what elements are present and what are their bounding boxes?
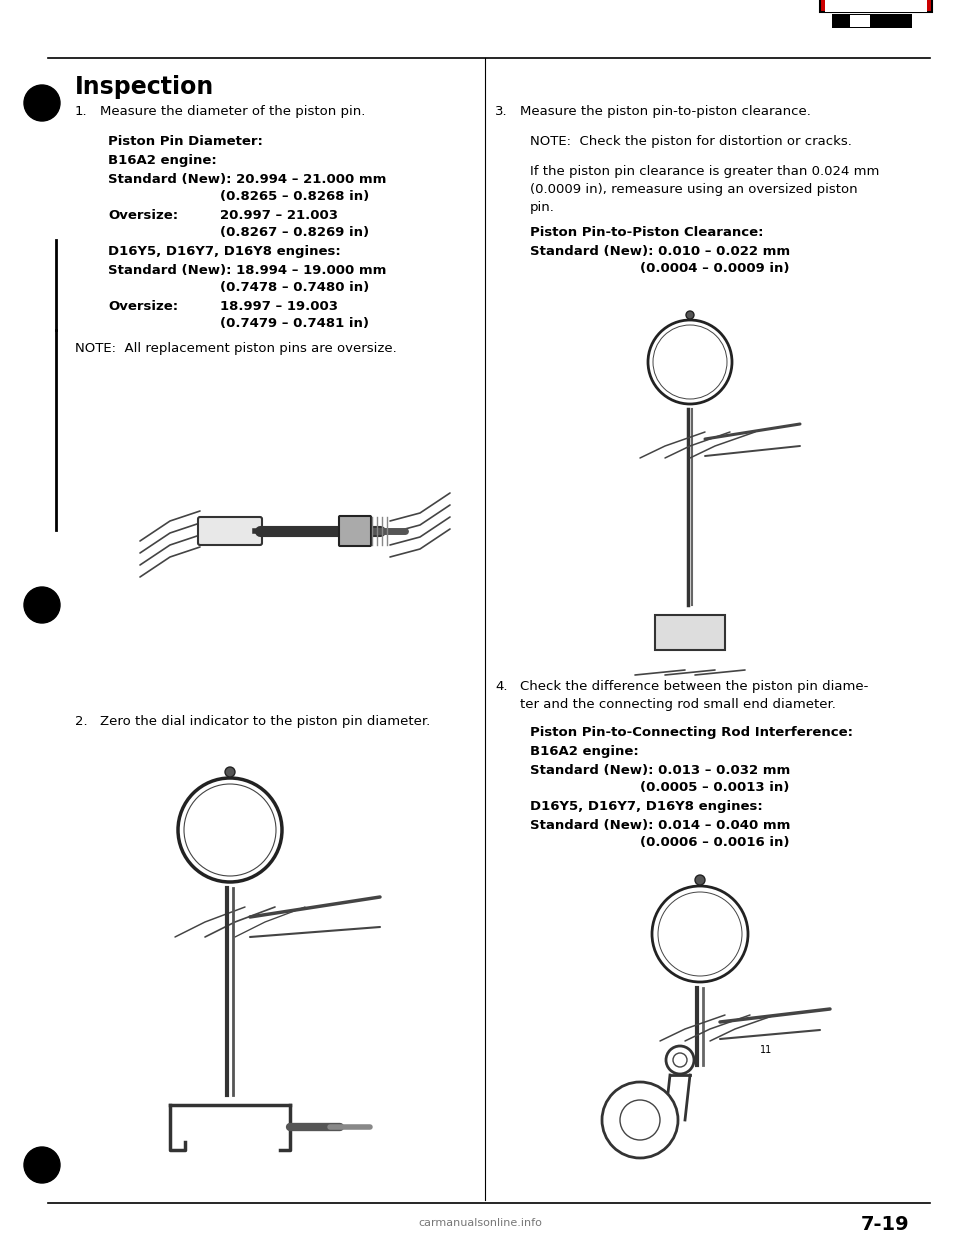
Text: Piston Pin-to-Connecting Rod Interference:: Piston Pin-to-Connecting Rod Interferenc… — [530, 727, 853, 739]
Circle shape — [851, 2, 859, 11]
Text: B16A2 engine:: B16A2 engine: — [108, 154, 217, 166]
Circle shape — [24, 587, 60, 623]
Circle shape — [868, 2, 876, 11]
Text: carmanualsonline.info: carmanualsonline.info — [418, 1218, 542, 1228]
Text: Oversize:: Oversize: — [108, 209, 179, 222]
Text: 4.: 4. — [495, 681, 508, 693]
Circle shape — [902, 2, 910, 11]
Text: (0.8267 – 0.8269 in): (0.8267 – 0.8269 in) — [220, 226, 370, 238]
Text: 7-19: 7-19 — [861, 1215, 909, 1235]
FancyBboxPatch shape — [832, 14, 912, 29]
Text: Zero the dial indicator to the piston pin diameter.: Zero the dial indicator to the piston pi… — [100, 715, 430, 728]
Text: Check the difference between the piston pin diame-: Check the difference between the piston … — [520, 681, 869, 693]
Text: (0.8265 – 0.8268 in): (0.8265 – 0.8268 in) — [220, 190, 370, 202]
Text: 18.997 – 19.003: 18.997 – 19.003 — [220, 301, 338, 313]
Circle shape — [653, 325, 727, 399]
Text: Piston Pin-to-Piston Clearance:: Piston Pin-to-Piston Clearance: — [530, 226, 763, 238]
Circle shape — [24, 1148, 60, 1182]
Text: Inspection: Inspection — [75, 75, 214, 99]
Circle shape — [620, 1100, 660, 1140]
Circle shape — [178, 777, 282, 882]
Text: Standard (New): 20.994 – 21.000 mm: Standard (New): 20.994 – 21.000 mm — [108, 173, 386, 186]
Text: 1.: 1. — [75, 106, 87, 118]
Circle shape — [666, 1046, 694, 1074]
Text: 11: 11 — [760, 1045, 772, 1054]
FancyBboxPatch shape — [198, 517, 262, 545]
Text: Oversize:: Oversize: — [108, 301, 179, 313]
Text: Measure the piston pin-to-piston clearance.: Measure the piston pin-to-piston clearan… — [520, 106, 811, 118]
Text: 2.: 2. — [75, 715, 87, 728]
Text: Standard (New): 18.994 – 19.000 mm: Standard (New): 18.994 – 19.000 mm — [108, 265, 386, 277]
FancyBboxPatch shape — [825, 0, 927, 12]
FancyBboxPatch shape — [339, 515, 371, 546]
FancyBboxPatch shape — [850, 15, 870, 27]
Text: (0.0005 – 0.0013 in): (0.0005 – 0.0013 in) — [640, 781, 789, 794]
Text: (0.0009 in), remeasure using an oversized piston: (0.0009 in), remeasure using an oversize… — [530, 183, 857, 196]
Circle shape — [834, 2, 842, 11]
Circle shape — [885, 2, 893, 11]
Circle shape — [686, 310, 694, 319]
Circle shape — [602, 1082, 678, 1158]
Circle shape — [652, 886, 748, 982]
FancyBboxPatch shape — [820, 0, 932, 12]
Text: pin.: pin. — [530, 201, 555, 214]
Text: ter and the connecting rod small end diameter.: ter and the connecting rod small end dia… — [520, 698, 836, 710]
Text: (0.0004 – 0.0009 in): (0.0004 – 0.0009 in) — [640, 262, 789, 274]
Text: B16A2 engine:: B16A2 engine: — [530, 745, 638, 758]
Text: Standard (New): 0.010 – 0.022 mm: Standard (New): 0.010 – 0.022 mm — [530, 245, 790, 258]
Text: 20.997 – 21.003: 20.997 – 21.003 — [220, 209, 338, 222]
Circle shape — [658, 892, 742, 976]
Text: (0.7478 – 0.7480 in): (0.7478 – 0.7480 in) — [220, 281, 370, 294]
Text: D16Y5, D16Y7, D16Y8 engines:: D16Y5, D16Y7, D16Y8 engines: — [530, 800, 763, 814]
Text: Standard (New): 0.014 – 0.040 mm: Standard (New): 0.014 – 0.040 mm — [530, 818, 790, 832]
Text: 3.: 3. — [495, 106, 508, 118]
Text: NOTE:  Check the piston for distortion or cracks.: NOTE: Check the piston for distortion or… — [530, 135, 852, 148]
Text: Measure the diameter of the piston pin.: Measure the diameter of the piston pin. — [100, 106, 366, 118]
Circle shape — [184, 784, 276, 876]
Text: If the piston pin clearance is greater than 0.024 mm: If the piston pin clearance is greater t… — [530, 165, 879, 178]
Text: D16Y5, D16Y7, D16Y8 engines:: D16Y5, D16Y7, D16Y8 engines: — [108, 245, 341, 258]
Text: Standard (New): 0.013 – 0.032 mm: Standard (New): 0.013 – 0.032 mm — [530, 764, 790, 777]
Circle shape — [24, 84, 60, 120]
Circle shape — [673, 1053, 687, 1067]
Text: (0.7479 – 0.7481 in): (0.7479 – 0.7481 in) — [220, 317, 369, 330]
Circle shape — [225, 768, 235, 777]
Text: (0.0006 – 0.0016 in): (0.0006 – 0.0016 in) — [640, 836, 789, 850]
Text: NOTE:  All replacement piston pins are oversize.: NOTE: All replacement piston pins are ov… — [75, 342, 396, 355]
Circle shape — [648, 320, 732, 404]
FancyBboxPatch shape — [655, 615, 725, 650]
Circle shape — [695, 876, 705, 886]
Text: Piston Pin Diameter:: Piston Pin Diameter: — [108, 135, 263, 148]
